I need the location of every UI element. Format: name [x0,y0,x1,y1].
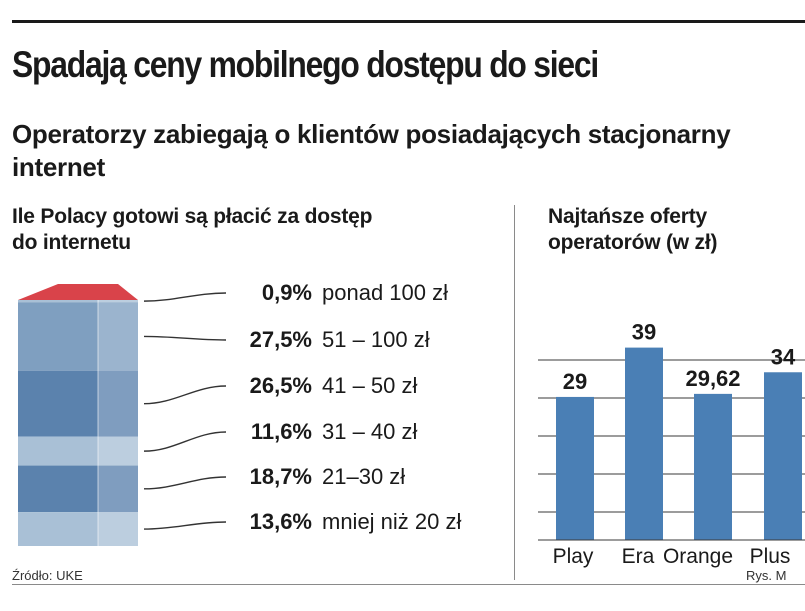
segment-percent-label: 26,5% [250,373,312,398]
stack-segment-side [98,512,138,546]
bar [556,396,594,540]
bar-category-label: Orange [663,545,733,568]
page-subtitle: Operatorzy zabiegają o klientów posiadaj… [12,119,731,182]
bottom-rule [12,584,805,585]
right-chart-title: Najtańsze oferty operatorów (w zł) [548,205,718,254]
left-chart-title: Ile Polacy gotowi są płacić za dostęp do… [12,205,373,254]
stack-segment-front [18,465,98,513]
bar [625,347,663,540]
stack-segment-side [98,302,138,371]
bar-value-label: 29,62 [685,366,740,391]
stack-segment-side [98,300,138,303]
bar-category-label: Plus [750,545,791,568]
panel-divider [514,205,515,580]
bar-value-label: 34 [771,344,796,369]
segment-category-label: ponad 100 zł [322,280,448,305]
stack-segment-front [18,370,98,437]
bar-category-label: Play [553,545,594,568]
stack-segment-side [98,465,138,513]
segment-category-label: 31 – 40 zł [322,419,418,444]
segment-connector [143,521,227,530]
segment-category-label: 21–30 zł [322,464,405,489]
segment-connector [143,476,227,490]
bar-value-label: 29 [563,369,587,394]
stack-segment-front [18,512,98,546]
segment-connector [143,335,227,341]
stack-segment-side [98,436,138,466]
credit-note: Rys. M [746,568,787,583]
segment-category-label: 41 – 50 zł [322,373,418,398]
bar [764,372,802,540]
segment-percent-label: 11,6% [251,419,312,444]
segment-category-label: 51 – 100 zł [322,327,430,352]
top-rule [12,20,805,23]
stack-segment-front [18,300,98,303]
segment-percent-label: 18,7% [250,464,312,489]
segment-percent-label: 13,6% [250,509,312,534]
stack-top-face [18,284,138,300]
segment-percent-label: 27,5% [250,327,312,352]
bar-category-label: Era [622,545,655,568]
bar-value-label: 39 [632,320,656,345]
page-title: Spadają ceny mobilnego dostępu do sieci [12,44,599,85]
bar [694,393,732,540]
segment-connector [143,385,227,405]
stack-segment-front [18,302,98,371]
segment-category-label: mniej niż 20 zł [322,509,462,534]
stack-segment-side [98,370,138,437]
source-note: Źródło: UKE [12,568,83,583]
segment-connector [143,292,227,302]
stack-segment-front [18,436,98,466]
segment-connector [143,431,227,452]
segment-percent-label: 0,9% [262,280,312,305]
